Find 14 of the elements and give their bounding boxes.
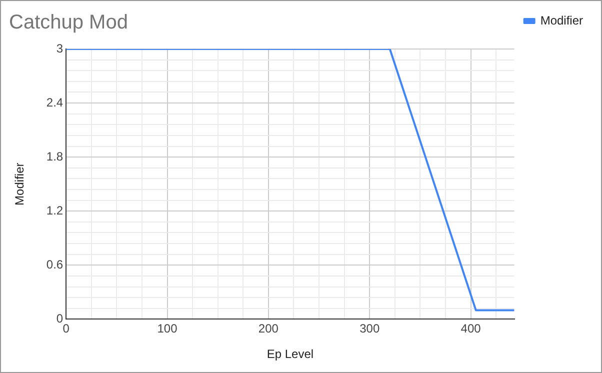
- y-tick-label: 0: [56, 312, 64, 326]
- x-tick-label: 300: [360, 322, 380, 336]
- chart-title: Catchup Mod: [9, 12, 128, 34]
- y-tick-label: 1.2: [46, 203, 64, 218]
- y-tick-label: 2.4: [46, 95, 64, 110]
- x-tick-label: 100: [157, 322, 178, 336]
- legend-label: Modifier: [540, 13, 584, 28]
- y-tick-label: 0.6: [46, 257, 64, 272]
- x-tick-label: 200: [258, 322, 279, 336]
- y-tick-label: 3: [56, 41, 64, 56]
- y-axis-title: Modifier: [12, 162, 27, 206]
- x-axis-title: Ep Level: [266, 347, 314, 362]
- y-tick-label: 1.8: [46, 149, 64, 164]
- x-tick-label: 400: [460, 322, 482, 336]
